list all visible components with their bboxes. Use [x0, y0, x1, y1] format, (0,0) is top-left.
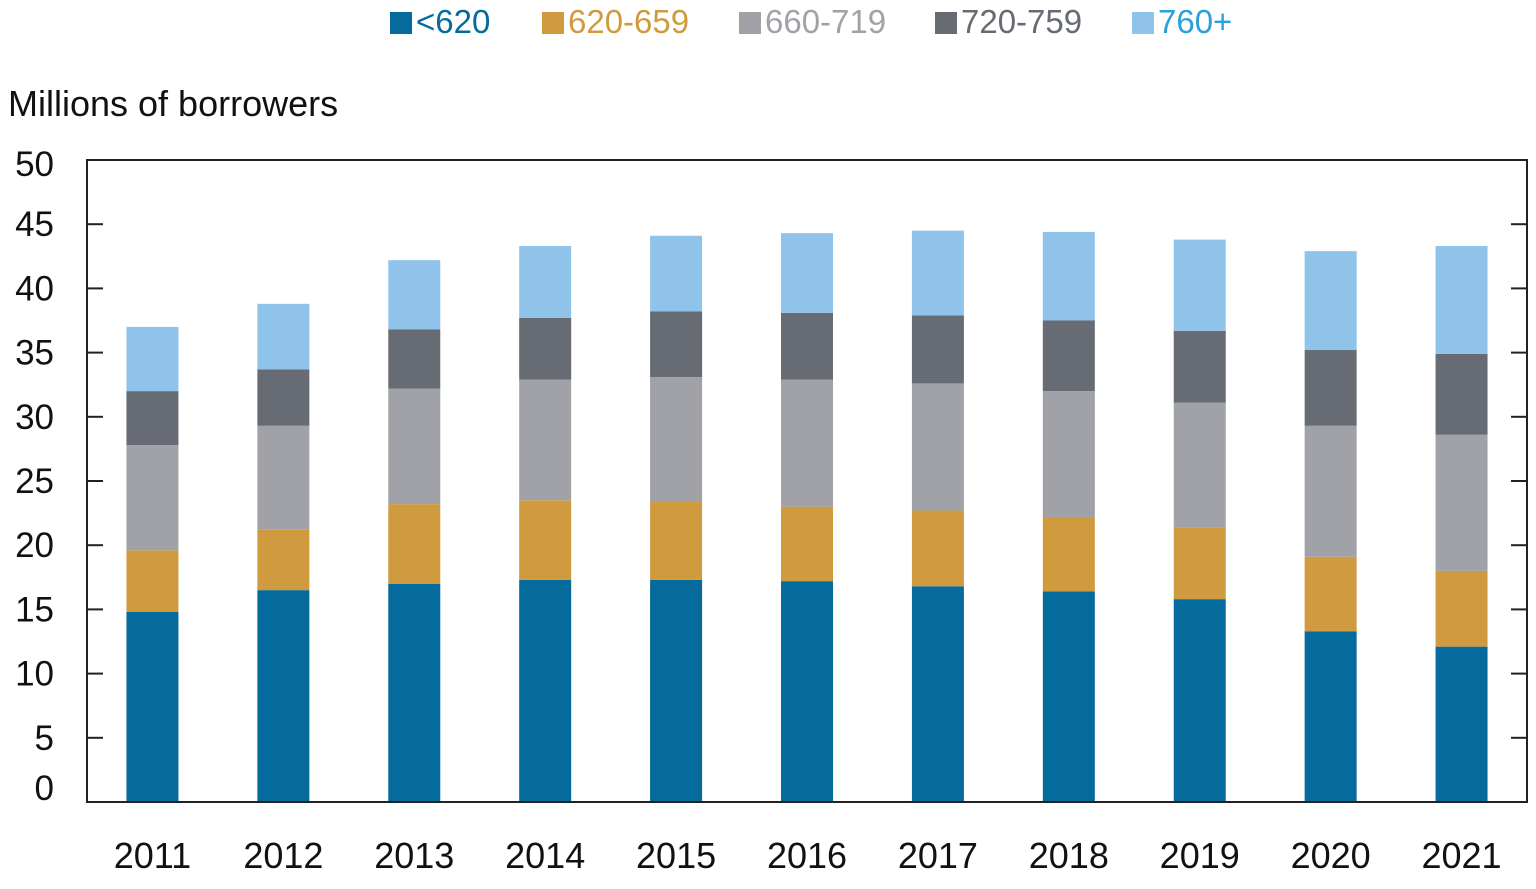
- bar-2013-620-659: [388, 504, 441, 584]
- bar-2011-lt620: [126, 611, 179, 802]
- bar-2015-760plus: [650, 235, 703, 312]
- legend-item-720-759: 720-759: [935, 3, 1082, 40]
- x-tick-label-2011: 2011: [114, 835, 191, 876]
- bar-2020-720-759: [1304, 350, 1357, 426]
- bar-2018-720-759: [1042, 320, 1095, 392]
- x-tick-label-2014: 2014: [505, 835, 585, 876]
- y-axis-ticks: 0 5 10 15 20 25 30 35 40 45 50: [15, 145, 1527, 808]
- bar-2017-620-659: [911, 510, 964, 587]
- bar-2016-760plus: [781, 233, 833, 313]
- bar-2013-720-759: [388, 329, 441, 389]
- bar-2020-760plus: [1304, 251, 1357, 351]
- bar-2014-660-719: [519, 379, 572, 501]
- y-axis-label: Millions of borrowers: [8, 83, 338, 124]
- legend-swatch-760plus: [1132, 12, 1154, 34]
- x-axis-ticks: 2011 2012 2013 2014 2015 2016 2017 2018 2019 2020…: [114, 835, 1502, 876]
- bar-2012-720-759: [257, 369, 310, 426]
- y-tick-label-30: 30: [15, 398, 54, 437]
- bar-2011-760plus: [126, 326, 179, 392]
- legend-item-660-719: 660-719: [739, 3, 886, 40]
- bar-2015-620-659: [650, 501, 703, 580]
- y-tick-label-10: 10: [15, 655, 54, 694]
- bar-2021-760plus: [1435, 246, 1488, 354]
- y-tick-label-0: 0: [35, 769, 54, 808]
- legend: <620 620-659 660-719 720-759 760+: [390, 3, 1232, 40]
- bar-2021-lt620: [1435, 646, 1488, 802]
- bars: [126, 230, 1488, 802]
- bar-2011-660-719: [126, 445, 179, 551]
- bar-2015-720-759: [650, 311, 703, 377]
- bar-2018-660-719: [1042, 391, 1095, 517]
- bar-2012-620-659: [257, 529, 310, 591]
- bar-2013-lt620: [388, 583, 441, 802]
- bar-2021-620-659: [1435, 570, 1488, 647]
- legend-label-lt620: <620: [416, 3, 490, 40]
- bar-2011-620-659: [126, 550, 179, 612]
- bar-2012-660-719: [257, 425, 310, 530]
- bar-2016-lt620: [781, 581, 833, 802]
- bar-2014-lt620: [519, 579, 572, 802]
- x-tick-label-2016: 2016: [767, 835, 847, 876]
- legend-label-620-659: 620-659: [568, 3, 689, 40]
- legend-item-620-659: 620-659: [542, 3, 689, 40]
- y-tick-label-40: 40: [15, 269, 54, 308]
- bar-2021-660-719: [1435, 434, 1488, 571]
- bar-2016-620-659: [781, 506, 833, 582]
- bar-2019-720-759: [1173, 330, 1226, 403]
- x-tick-label-2013: 2013: [374, 835, 454, 876]
- y-tick-label-45: 45: [15, 205, 54, 244]
- bar-2019-620-659: [1173, 527, 1226, 600]
- legend-item-lt620: <620: [390, 3, 490, 40]
- bar-2020-660-719: [1304, 425, 1357, 557]
- legend-label-760plus: 760+: [1158, 3, 1232, 40]
- bar-2018-620-659: [1042, 516, 1095, 592]
- bar-2013-660-719: [388, 388, 441, 505]
- legend-swatch-720-759: [935, 12, 957, 34]
- legend-item-760plus: 760+: [1132, 3, 1232, 40]
- bar-2011-720-759: [126, 391, 179, 446]
- legend-swatch-lt620: [390, 12, 412, 34]
- x-tick-label-2021: 2021: [1421, 835, 1501, 876]
- bar-2012-lt620: [257, 590, 310, 802]
- x-tick-label-2019: 2019: [1160, 835, 1240, 876]
- bar-2012-760plus: [257, 303, 310, 370]
- x-tick-label-2012: 2012: [243, 835, 323, 876]
- bar-2018-lt620: [1042, 591, 1095, 802]
- bar-2016-660-719: [781, 379, 833, 507]
- legend-swatch-660-719: [739, 12, 761, 34]
- y-tick-label-20: 20: [15, 526, 54, 565]
- bar-2015-660-719: [650, 377, 703, 502]
- bar-2017-660-719: [911, 383, 964, 511]
- x-tick-label-2015: 2015: [636, 835, 716, 876]
- bar-2019-760plus: [1173, 239, 1226, 331]
- bar-2021-720-759: [1435, 353, 1488, 435]
- y-tick-label-50: 50: [15, 145, 54, 184]
- bar-2016-720-759: [781, 312, 833, 380]
- bar-2017-760plus: [911, 230, 964, 316]
- x-tick-label-2020: 2020: [1291, 835, 1371, 876]
- x-tick-label-2017: 2017: [898, 835, 978, 876]
- y-tick-label-25: 25: [15, 462, 54, 501]
- bar-2019-lt620: [1173, 599, 1226, 802]
- x-tick-label-2018: 2018: [1029, 835, 1109, 876]
- y-tick-label-35: 35: [15, 334, 54, 373]
- bar-2014-620-659: [519, 500, 572, 580]
- bar-2017-720-759: [911, 315, 964, 384]
- y-tick-label-15: 15: [15, 590, 54, 629]
- bar-2014-720-759: [519, 317, 572, 380]
- y-tick-label-5: 5: [35, 719, 54, 758]
- legend-label-660-719: 660-719: [765, 3, 886, 40]
- bar-2017-lt620: [911, 586, 964, 802]
- bar-2019-660-719: [1173, 402, 1226, 528]
- bar-2015-lt620: [650, 579, 703, 802]
- bar-2018-760plus: [1042, 231, 1095, 321]
- bar-2014-760plus: [519, 246, 572, 318]
- legend-swatch-620-659: [542, 12, 564, 34]
- bar-2020-lt620: [1304, 631, 1357, 802]
- bar-2020-620-659: [1304, 556, 1357, 632]
- bar-2013-760plus: [388, 260, 441, 330]
- legend-label-720-759: 720-759: [961, 3, 1082, 40]
